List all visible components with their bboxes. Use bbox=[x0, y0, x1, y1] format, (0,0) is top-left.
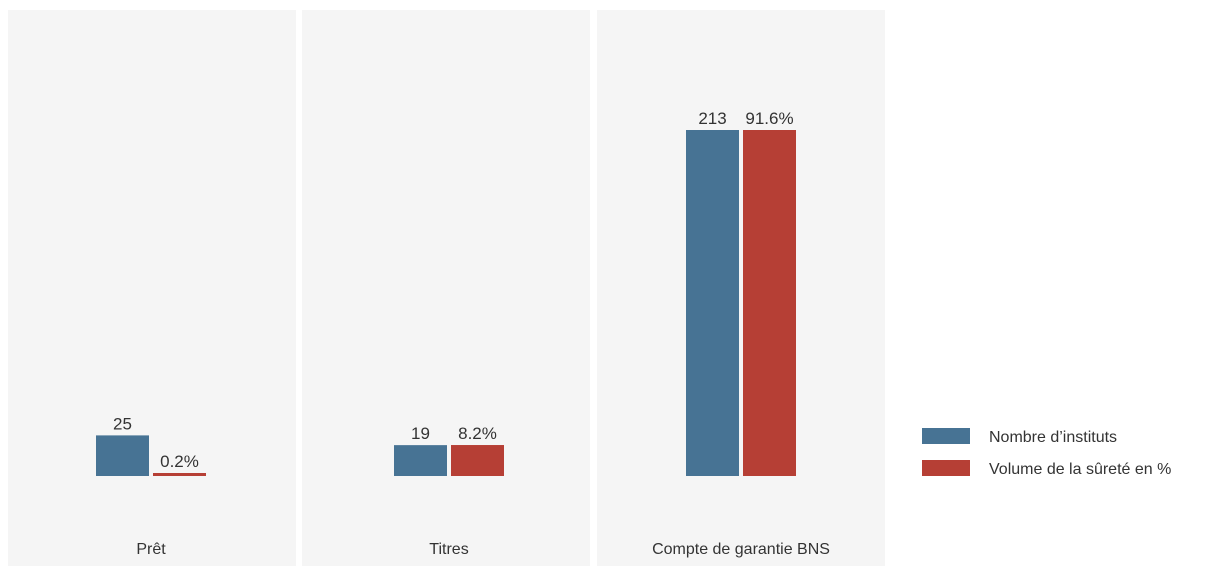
legend-swatch-series-1 bbox=[922, 428, 970, 444]
chart-legend: Nombre d’instituts Volume de la sûreté e… bbox=[922, 428, 1171, 478]
chart-panel bbox=[597, 10, 885, 566]
bar-series-2 bbox=[451, 445, 504, 476]
chart-bars bbox=[96, 130, 796, 476]
category-label: Prêt bbox=[136, 541, 166, 558]
chart-panel bbox=[8, 10, 296, 566]
legend-label-series-2: Volume de la sûreté en % bbox=[989, 461, 1171, 478]
chart-labels: Prêt 25 0.2% Titres 19 8.2% Compte de garantie… bbox=[113, 109, 830, 558]
bar-series-1 bbox=[96, 435, 149, 476]
chart-panels bbox=[8, 10, 885, 566]
data-label: 19 bbox=[411, 424, 430, 443]
bar-series-2 bbox=[153, 473, 206, 476]
data-label: 213 bbox=[698, 109, 726, 128]
category-label: Compte de garantie BNS bbox=[652, 541, 830, 558]
legend-label-series-1: Nombre d’instituts bbox=[989, 429, 1117, 446]
bar-series-1 bbox=[394, 445, 447, 476]
data-label: 25 bbox=[113, 414, 132, 433]
data-label: 91.6% bbox=[745, 109, 793, 128]
chart-panel bbox=[302, 10, 590, 566]
category-label: Titres bbox=[429, 541, 468, 558]
data-label: 8.2% bbox=[458, 424, 497, 443]
bar-series-1 bbox=[686, 130, 739, 476]
data-label: 0.2% bbox=[160, 452, 199, 471]
bar-series-2 bbox=[743, 130, 796, 476]
legend-swatch-series-2 bbox=[922, 460, 970, 476]
